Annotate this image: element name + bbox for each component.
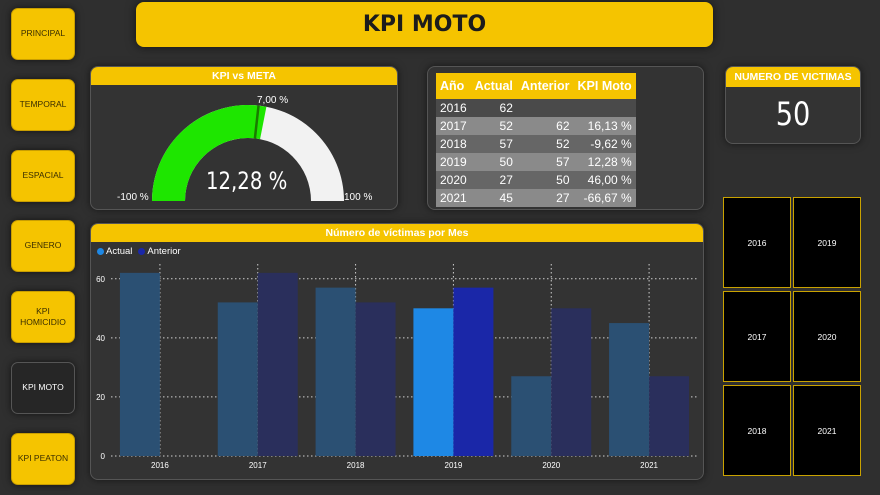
table-cell: 2021 <box>436 189 471 207</box>
bar-chart: 0 20 40 60 2016 2017 2018 2019 2020 2021 <box>96 264 698 470</box>
victims-count: 50 <box>775 95 811 133</box>
victims-card: NUMERO DE VICTIMAS 50 <box>725 66 861 144</box>
year-tile-2017[interactable]: 2017 <box>723 291 791 382</box>
table-cell <box>573 99 636 117</box>
chart-title: Número de víctimas por Mes <box>91 224 703 242</box>
bar-anterior-2021 <box>649 376 690 456</box>
nav-button-principal[interactable]: PRINCIPAL <box>11 8 75 60</box>
kpi-gauge <box>152 105 344 201</box>
table-row[interactable]: 2018 57 52 -9,62 % <box>436 135 636 153</box>
table-cell: 62 <box>470 99 517 117</box>
table-header-cell[interactable]: Anterior <box>516 73 574 99</box>
nav-button-kpi-homicidio[interactable]: KPI HOMICIDIO <box>11 291 75 343</box>
x-tick-label: 2021 <box>640 461 658 470</box>
gauge-max-label: 100 % <box>344 192 373 203</box>
table-cell: 2020 <box>436 171 471 189</box>
nav-button-espacial[interactable]: ESPACIAL <box>11 150 75 202</box>
victims-card-title: NUMERO DE VICTIMAS <box>726 67 860 87</box>
nav-button-temporal[interactable]: TEMPORAL <box>11 79 75 131</box>
kpi-table-panel[interactable]: Año Actual Anterior KPI Moto 2016 62 2017 52 62… <box>427 66 704 210</box>
x-tick-label: 2020 <box>542 461 560 470</box>
y-tick-label: 60 <box>96 275 105 284</box>
table-row[interactable]: 2017 52 62 16,13 % <box>436 117 636 135</box>
legend-dot-icon <box>97 247 104 255</box>
legend-dot-icon <box>138 247 146 255</box>
table-row[interactable]: 2016 62 <box>436 99 636 117</box>
bar-actual-2018 <box>315 287 356 456</box>
legend-item-anterior[interactable]: Anterior <box>138 246 181 257</box>
x-tick-label: 2019 <box>445 461 463 470</box>
legend-label: Anterior <box>147 246 181 257</box>
gauge-value: 12,28 % <box>206 167 288 195</box>
y-tick-label: 0 <box>101 452 106 461</box>
table-row[interactable]: 2019 50 57 12,28 % <box>436 153 636 171</box>
bar-actual-2021 <box>609 323 650 456</box>
year-tile-2020[interactable]: 2020 <box>793 291 861 382</box>
bar-actual-2019 <box>413 308 454 456</box>
y-tick-label: 40 <box>96 334 105 343</box>
x-tick-label: 2017 <box>249 461 267 470</box>
chart-panel[interactable]: Número de víctimas por Mes Actual Anteri… <box>90 223 704 480</box>
table-cell: -9,62 % <box>573 135 636 153</box>
nav-button-genero[interactable]: GENERO <box>11 220 75 272</box>
gauge-target-marker <box>253 105 260 139</box>
year-tile-2021[interactable]: 2021 <box>793 385 861 476</box>
kpi-table: Año Actual Anterior KPI Moto 2016 62 2017 52 62… <box>436 73 636 207</box>
bar-anterior-2018 <box>355 302 396 456</box>
bar-anterior-2019 <box>453 287 494 456</box>
x-tick-label: 2016 <box>151 461 169 470</box>
table-cell: 52 <box>516 135 574 153</box>
table-cell: 62 <box>516 117 574 135</box>
bar-actual-2020 <box>511 376 552 456</box>
legend-item-actual[interactable]: Actual <box>97 246 132 257</box>
table-cell: 2019 <box>436 153 471 171</box>
gauge-panel[interactable]: KPI vs META 7,00 % -100 % 100 % 12,28 % <box>90 66 398 210</box>
table-cell: 12,28 % <box>573 153 636 171</box>
table-cell: 27 <box>470 171 517 189</box>
year-tile-2019[interactable]: 2019 <box>793 197 861 288</box>
table-cell: -66,67 % <box>573 189 636 207</box>
gauge-title: KPI vs META <box>91 67 397 85</box>
x-tick-label: 2018 <box>347 461 365 470</box>
y-tick-label: 20 <box>96 393 105 402</box>
table-cell: 2016 <box>436 99 471 117</box>
gauge-target-label: 7,00 % <box>257 95 289 106</box>
table-cell: 16,13 % <box>573 117 636 135</box>
chart-legend: Actual Anterior <box>97 246 181 257</box>
nav-button-kpi-peaton[interactable]: KPI PEATON <box>11 433 75 485</box>
page-title: KPI MOTO <box>136 2 713 47</box>
page-title-text: KPI MOTO <box>362 12 487 37</box>
table-cell: 2017 <box>436 117 471 135</box>
table-cell: 27 <box>516 189 574 207</box>
table-cell: 2018 <box>436 135 471 153</box>
year-tile-2018[interactable]: 2018 <box>723 385 791 476</box>
bar-actual-2017 <box>217 302 258 456</box>
table-cell: 46,00 % <box>573 171 636 189</box>
table-cell <box>516 99 574 117</box>
table-header-cell[interactable]: KPI Moto <box>573 73 636 99</box>
bar-actual-2016 <box>119 272 160 456</box>
table-cell: 45 <box>470 189 517 207</box>
year-tile-2016[interactable]: 2016 <box>723 197 791 288</box>
table-header-cell[interactable]: Año <box>436 73 471 99</box>
table-cell: 57 <box>516 153 574 171</box>
table-header-cell[interactable]: Actual <box>470 73 517 99</box>
bar-anterior-2020 <box>551 308 592 456</box>
table-cell: 57 <box>470 135 517 153</box>
table-row[interactable]: 2021 45 27 -66,67 % <box>436 189 636 207</box>
bar-anterior-2017 <box>257 272 298 456</box>
table-cell: 52 <box>470 117 517 135</box>
table-cell: 50 <box>516 171 574 189</box>
legend-label: Actual <box>106 246 133 257</box>
gauge-min-label: -100 % <box>117 192 149 203</box>
table-row[interactable]: 2020 27 50 46,00 % <box>436 171 636 189</box>
table-cell: 50 <box>470 153 517 171</box>
gauge-fill <box>152 105 267 201</box>
nav-button-kpi-moto[interactable]: KPI MOTO <box>11 362 75 414</box>
